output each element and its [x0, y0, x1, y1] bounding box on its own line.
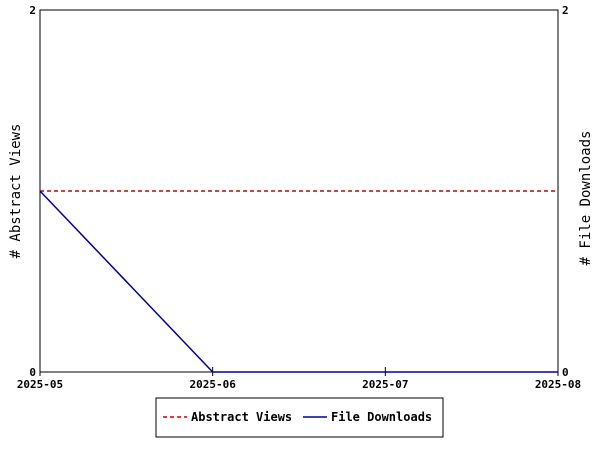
legend: Abstract Views File Downloads [155, 397, 444, 438]
x-tick-label: 2025-08 [535, 378, 581, 391]
x-tick-label: 2025-06 [189, 378, 236, 391]
x-axis-ticks: 2025-05 2025-06 2025-07 2025-08 [17, 367, 581, 391]
x-tick-label: 2025-07 [362, 378, 408, 391]
right-tick-label: 0 [562, 366, 569, 379]
series-layer [39, 190, 558, 373]
left-axis-ticks: 02 [29, 4, 44, 379]
right-axis-title: # File Downloads [578, 131, 594, 266]
left-tick-label: 2 [29, 4, 36, 17]
left-axis-title: # Abstract Views [8, 124, 24, 259]
left-tick-label: 0 [29, 366, 36, 379]
legend-label-abstract-views: Abstract Views [191, 410, 292, 424]
series-line-file-downloads [39, 190, 558, 373]
x-tick-label: 2025-05 [17, 378, 63, 391]
legend-label-file-downloads: File Downloads [331, 410, 432, 424]
right-tick-label: 2 [562, 4, 569, 17]
legend-box [155, 397, 444, 438]
